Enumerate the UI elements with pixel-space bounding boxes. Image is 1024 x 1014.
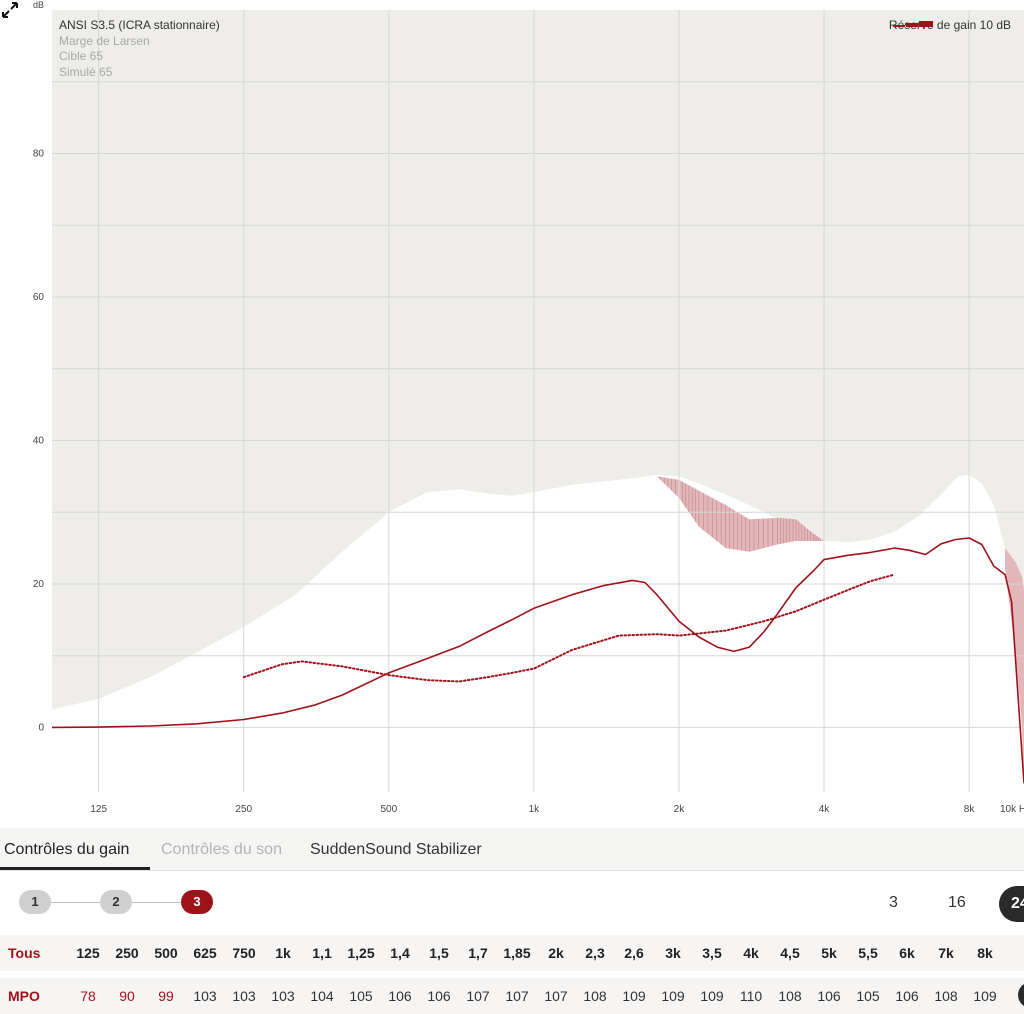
control-tabs: Contrôles du gain Contrôles du son Sudde…: [0, 828, 1024, 871]
mpo-cell[interactable]: 107: [544, 988, 568, 1004]
mpo-cell[interactable]: 106: [388, 988, 412, 1004]
mpo-row-label: MPO: [8, 988, 40, 1004]
expand-icon[interactable]: [0, 0, 20, 20]
y-tick-label: 60: [33, 292, 45, 303]
mpo-cell[interactable]: 107: [505, 988, 529, 1004]
freq-cell[interactable]: 1,1: [312, 945, 332, 961]
freq-cell[interactable]: 250: [115, 945, 139, 961]
simulated-65-line: [51, 537, 1024, 784]
freq-cell[interactable]: 500: [154, 945, 178, 961]
gain-reserve-legend: Réserve de gain 10 dB: [889, 18, 1011, 32]
legend-target[interactable]: Cible 65: [59, 49, 104, 63]
freq-cell[interactable]: 7k: [938, 945, 954, 961]
mpo-cell[interactable]: 105: [856, 988, 880, 1004]
freq-cell[interactable]: 125: [76, 945, 100, 961]
channel-option-3[interactable]: 3: [889, 894, 898, 911]
tab-suddensound[interactable]: SuddenSound Stabilizer: [310, 841, 482, 858]
channel-option-16[interactable]: 16: [948, 894, 966, 911]
mpo-cell[interactable]: 104: [310, 988, 334, 1004]
frequency-row: Tous 125 250 500 625 750 1k 1,1 1,25 1,4 1,5 1,7 1,…: [0, 935, 1024, 971]
x-tick-label: 500: [380, 804, 397, 815]
x-tick-label: 1k: [529, 804, 541, 815]
program-step-1[interactable]: 1: [19, 890, 51, 914]
mpo-cell[interactable]: 108: [583, 988, 607, 1004]
freq-cell[interactable]: 2,6: [624, 945, 644, 961]
freq-cell[interactable]: 3,5: [702, 945, 722, 961]
mpo-cell[interactable]: 107: [466, 988, 490, 1004]
freq-cell[interactable]: 2k: [548, 945, 564, 961]
freq-cell[interactable]: 750: [232, 945, 256, 961]
y-tick-label: 80: [33, 148, 45, 159]
mpo-cell[interactable]: 90: [119, 988, 135, 1004]
y-tick-label: 0: [38, 722, 44, 733]
freq-cell[interactable]: 1,7: [468, 945, 488, 961]
freq-cell[interactable]: 8k: [977, 945, 993, 961]
x-tick-label: 4k: [819, 804, 831, 815]
mpo-cell[interactable]: 99: [158, 988, 174, 1004]
mpo-cell[interactable]: 103: [271, 988, 295, 1004]
freq-cell[interactable]: 1,85: [503, 945, 531, 961]
gain-reserve-swatch-icon: [892, 21, 933, 27]
x-tick-label: 8k: [964, 804, 976, 815]
freq-cell[interactable]: 4k: [743, 945, 759, 961]
mpo-cell[interactable]: 106: [817, 988, 841, 1004]
active-tab-indicator: [0, 867, 150, 870]
gain-reserve-value: 10 dB: [979, 18, 1011, 32]
x-tick-label: 2k: [674, 804, 686, 815]
mpo-cell[interactable]: 108: [934, 988, 958, 1004]
mpo-cell[interactable]: 103: [232, 988, 256, 1004]
program-step-3[interactable]: 3: [181, 890, 213, 914]
gain-reserve-band-hf: [1005, 548, 1024, 785]
mpo-cell[interactable]: 109: [661, 988, 685, 1004]
gain-chart: 125 250 500 1k 2k 4k 8k 10k Hz 0 20 40 60 80 dB ANSI …: [0, 0, 1024, 815]
mpo-cell[interactable]: 108: [778, 988, 802, 1004]
legend-ansi[interactable]: ANSI S3.5 (ICRA stationnaire): [59, 18, 220, 32]
scroll-handle[interactable]: [1018, 982, 1024, 1008]
tab-gain-controls[interactable]: Contrôles du gain: [4, 841, 130, 858]
x-tick-label: 250: [235, 804, 252, 815]
freq-cell[interactable]: 6k: [899, 945, 915, 961]
tab-sound-controls[interactable]: Contrôles du son: [161, 841, 282, 858]
y-tick-label: 40: [33, 435, 45, 446]
freq-cell[interactable]: 4,5: [780, 945, 800, 961]
mpo-cell[interactable]: 106: [427, 988, 451, 1004]
program-selector: 1 2 3 3 16 24: [0, 886, 1024, 922]
freq-cell[interactable]: 5,5: [858, 945, 878, 961]
frequency-row-label[interactable]: Tous: [8, 945, 41, 961]
mpo-cell[interactable]: 109: [622, 988, 646, 1004]
program-step-2[interactable]: 2: [100, 890, 132, 914]
mpo-cell[interactable]: 105: [349, 988, 373, 1004]
legend-simulated[interactable]: Simulé 65: [59, 64, 113, 79]
chart-canvas: 125 250 500 1k 2k 4k 8k 10k Hz 0 20 40 60 80 dB: [33, 0, 1024, 815]
x-tick-label: 10k Hz: [1000, 804, 1024, 815]
mpo-cell[interactable]: 109: [973, 988, 997, 1004]
freq-cell[interactable]: 1,4: [390, 945, 410, 961]
y-axis-label: dB: [33, 0, 44, 10]
freq-cell[interactable]: 1k: [275, 945, 291, 961]
x-tick-label: 125: [90, 804, 107, 815]
feedback-margin-area: [52, 10, 1024, 710]
legend-larsen[interactable]: Marge de Larsen: [59, 33, 150, 48]
freq-cell[interactable]: 1,25: [347, 945, 375, 961]
mpo-cell[interactable]: 78: [80, 988, 96, 1004]
mpo-cell[interactable]: 109: [700, 988, 724, 1004]
mpo-row: MPO 78 90 99 103 103 103 104 105 106 106 107 107 107…: [0, 978, 1024, 1014]
mpo-cell[interactable]: 103: [193, 988, 217, 1004]
freq-cell[interactable]: 2,3: [585, 945, 605, 961]
freq-cell[interactable]: 625: [193, 945, 217, 961]
mpo-cell[interactable]: 110: [739, 988, 763, 1004]
chart-legend: ANSI S3.5 (ICRA stationnaire) Marge de L…: [59, 18, 220, 80]
mpo-cell[interactable]: 106: [895, 988, 919, 1004]
freq-cell[interactable]: 3k: [665, 945, 681, 961]
channel-option-24[interactable]: 24: [999, 886, 1024, 922]
target-65-line: [242, 573, 896, 683]
y-tick-label: 20: [33, 579, 45, 590]
freq-cell[interactable]: 5k: [821, 945, 837, 961]
freq-cell[interactable]: 1,5: [429, 945, 449, 961]
